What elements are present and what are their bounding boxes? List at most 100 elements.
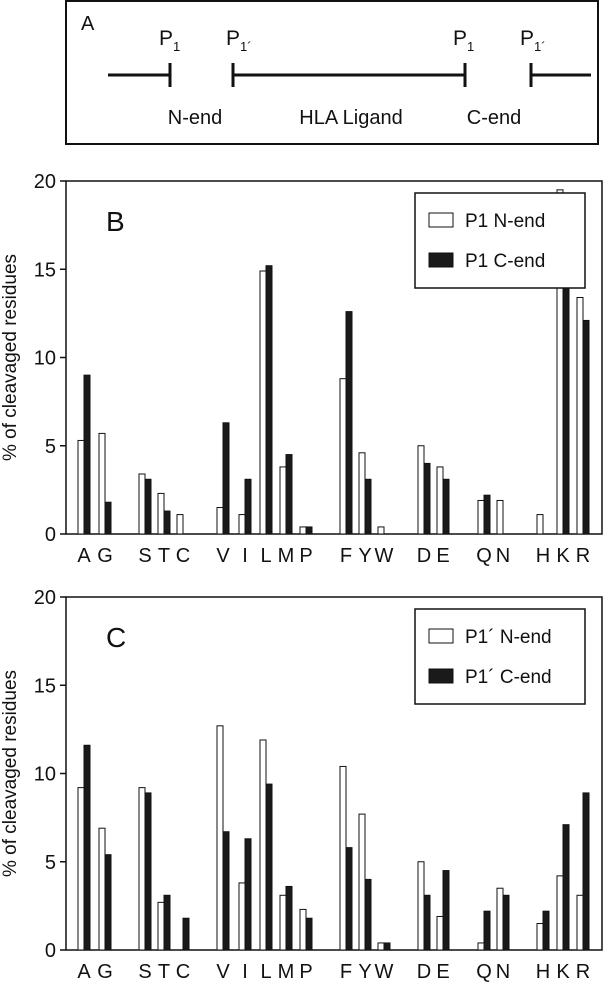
bar-c-end xyxy=(442,870,450,951)
bar-c-end xyxy=(104,501,112,535)
bar-c-end xyxy=(502,894,510,951)
y-tick-label: 5 xyxy=(45,436,56,458)
bar-n-end xyxy=(576,894,584,951)
x-tick-label: L xyxy=(260,545,271,567)
bar-n-end xyxy=(556,875,564,951)
y-tick-label: 0 xyxy=(45,940,56,962)
x-tick-label: S xyxy=(138,545,151,567)
bar-c-end xyxy=(305,526,313,535)
bar-n-end xyxy=(358,813,366,951)
y-tick-label: 15 xyxy=(34,675,56,697)
x-tick-label: V xyxy=(216,961,230,983)
x-tick-label: N xyxy=(496,961,510,983)
x-tick-label: R xyxy=(576,961,590,983)
peptide-segments xyxy=(108,63,591,87)
bar-n-end xyxy=(299,908,307,951)
x-tick-label: W xyxy=(375,961,394,983)
x-tick-label: H xyxy=(536,961,550,983)
x-tick-label: S xyxy=(138,961,151,983)
bar-n-end xyxy=(98,827,106,951)
legend-label: P1´ N-end xyxy=(465,627,552,648)
legend-box xyxy=(414,192,586,289)
bar-n-end xyxy=(477,942,485,951)
p1-right-label: P1 xyxy=(453,27,474,54)
x-tick-label: H xyxy=(536,545,550,567)
bar-n-end xyxy=(157,901,165,951)
legend-swatch xyxy=(428,212,454,228)
bar-c-end xyxy=(244,838,252,951)
panel-a-frame xyxy=(65,0,599,145)
y-tick-label: 0 xyxy=(45,524,56,546)
bar-c-end xyxy=(285,885,293,951)
bar-c-end xyxy=(483,494,491,535)
bar-c-end xyxy=(163,510,171,535)
bar-c-end xyxy=(383,942,391,951)
ligand-label: HLA Ligand xyxy=(299,107,402,129)
bar-n-end xyxy=(98,432,106,535)
bar-n-end xyxy=(496,499,504,535)
bar-c-end xyxy=(345,311,353,535)
bar-c-end xyxy=(104,854,112,951)
bar-c-end xyxy=(144,478,152,535)
bar-c-end xyxy=(562,824,570,951)
x-tick-label: E xyxy=(436,961,449,983)
x-tick-label: V xyxy=(216,545,230,567)
bar-c-end xyxy=(364,478,372,535)
legend-swatch xyxy=(428,252,454,268)
panel-a-label: A xyxy=(81,13,95,35)
y-tick-label: 10 xyxy=(34,764,56,786)
bar-n-end xyxy=(496,887,504,951)
bar-n-end xyxy=(238,882,246,951)
x-tick-label: Y xyxy=(358,545,371,567)
x-tick-label: D xyxy=(417,545,431,567)
legend-label: P1 C-end xyxy=(465,251,545,272)
y-tick-label: 20 xyxy=(34,171,56,193)
x-tick-label: C xyxy=(176,961,190,983)
bar-n-end xyxy=(377,526,385,535)
bar-c-end xyxy=(265,783,273,951)
x-tick-label: I xyxy=(242,545,248,567)
x-tick-label: T xyxy=(158,545,170,567)
bar-n-end xyxy=(417,861,425,951)
bar-c-end xyxy=(83,744,91,951)
panel-label: B xyxy=(106,206,125,237)
bar-c-end xyxy=(542,910,550,951)
bar-c-end xyxy=(244,478,252,535)
x-tick-label: K xyxy=(556,961,570,983)
x-tick-label: W xyxy=(375,545,394,567)
c-end-label: C-end xyxy=(467,107,521,129)
n-end-label: N-end xyxy=(168,107,222,129)
bar-n-end xyxy=(377,942,385,951)
y-axis-label: % of cleavaged residues xyxy=(0,254,21,461)
x-tick-label: Y xyxy=(358,961,371,983)
x-tick-label: G xyxy=(97,545,113,567)
bar-c-end xyxy=(222,831,230,951)
x-tick-label: Q xyxy=(476,545,492,567)
bar-c-end xyxy=(345,847,353,951)
bar-c-end xyxy=(222,422,230,535)
legend-box xyxy=(414,608,586,705)
bar-c-end xyxy=(144,792,152,951)
x-tick-label: R xyxy=(576,545,590,567)
x-tick-label: A xyxy=(77,545,91,567)
bar-c-end xyxy=(423,894,431,951)
x-tick-label: L xyxy=(260,961,271,983)
x-tick-label: N xyxy=(496,545,510,567)
y-tick-label: 15 xyxy=(34,259,56,281)
x-tick-label: M xyxy=(278,545,295,567)
x-tick-label: P xyxy=(299,545,312,567)
bar-c-end xyxy=(483,910,491,951)
bar-c-end xyxy=(305,917,313,951)
bar-n-end xyxy=(279,894,287,951)
bar-n-end xyxy=(77,787,85,951)
x-tick-label: K xyxy=(556,545,570,567)
x-tick-label: P xyxy=(299,961,312,983)
bar-c-end xyxy=(163,894,171,951)
y-tick-label: 20 xyxy=(34,587,56,609)
x-tick-label: C xyxy=(176,545,190,567)
bar-n-end xyxy=(536,514,544,535)
y-axis-label: % of cleavaged residues xyxy=(0,670,21,877)
x-tick-label: E xyxy=(436,545,449,567)
